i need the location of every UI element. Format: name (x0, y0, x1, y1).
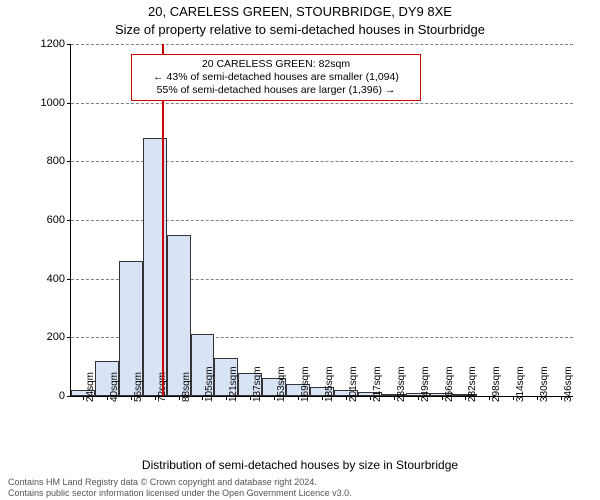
x-tick-label: 266sqm (444, 366, 455, 402)
x-tick-label: 330sqm (539, 366, 550, 402)
x-tick-label: 185sqm (324, 366, 335, 402)
y-tick-label: 400 (47, 273, 71, 285)
x-tick (537, 396, 538, 400)
x-tick (131, 396, 132, 400)
footnote: Contains HM Land Registry data © Crown c… (8, 477, 592, 498)
x-tick-label: 249sqm (420, 366, 431, 402)
x-tick-label: 169sqm (300, 366, 311, 402)
x-axis-label: Distribution of semi-detached houses by … (0, 458, 600, 472)
footnote-line: Contains public sector information licen… (8, 488, 592, 498)
y-tick-label: 0 (59, 390, 71, 402)
annotation-line: 55% of semi-detached houses are larger (… (140, 84, 412, 97)
x-tick-label: 346sqm (563, 366, 574, 402)
x-tick (179, 396, 180, 400)
annotation-line: ← 43% of semi-detached houses are smalle… (140, 71, 412, 84)
y-tick-label: 800 (47, 155, 71, 167)
x-tick-label: 282sqm (467, 366, 478, 402)
x-tick (322, 396, 323, 400)
x-tick-label: 217sqm (372, 366, 383, 402)
x-tick (370, 396, 371, 400)
y-tick-label: 600 (47, 214, 71, 226)
annotation-line: 20 CARELESS GREEN: 82sqm (140, 58, 412, 71)
annotation-box: 20 CARELESS GREEN: 82sqm← 43% of semi-de… (131, 54, 421, 101)
x-tick (561, 396, 562, 400)
x-tick-label: 233sqm (396, 366, 407, 402)
y-tick-label: 1200 (41, 38, 71, 50)
x-tick-label: 201sqm (348, 366, 359, 402)
chart-subtitle: Size of property relative to semi-detach… (0, 22, 600, 37)
y-tick-label: 200 (47, 331, 71, 343)
chart-container: 20, CARELESS GREEN, STOURBRIDGE, DY9 8XE… (0, 0, 600, 500)
y-tick-label: 1000 (41, 97, 71, 109)
footnote-line: Contains HM Land Registry data © Crown c… (8, 477, 592, 487)
plot-area: 02004006008001000120024sqm40sqm56sqm72sq… (70, 44, 573, 397)
x-tick (394, 396, 395, 400)
x-tick (346, 396, 347, 400)
gridline (71, 44, 573, 45)
x-tick (442, 396, 443, 400)
x-tick (83, 396, 84, 400)
x-tick-label: 314sqm (515, 366, 526, 402)
gridline (71, 103, 573, 104)
x-tick (155, 396, 156, 400)
x-tick (107, 396, 108, 400)
x-tick (298, 396, 299, 400)
x-tick (418, 396, 419, 400)
x-tick-label: 298sqm (491, 366, 502, 402)
chart-title: 20, CARELESS GREEN, STOURBRIDGE, DY9 8XE (0, 4, 600, 19)
